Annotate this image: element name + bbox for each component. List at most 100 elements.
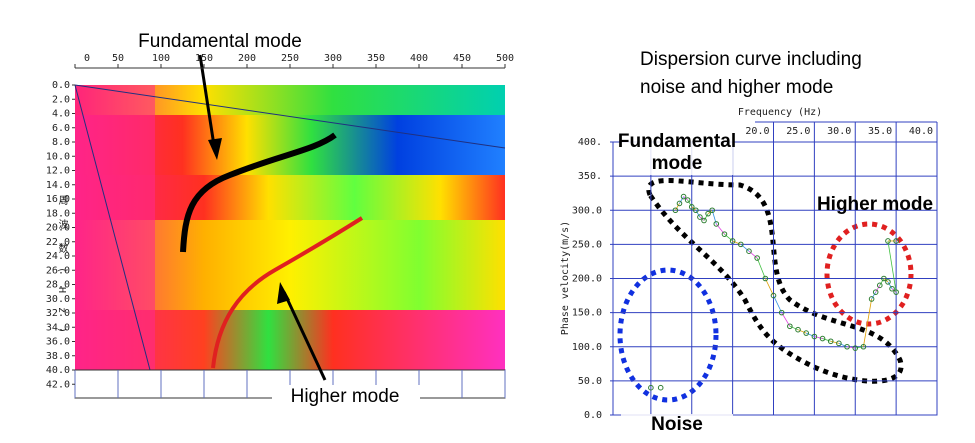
y-tick-label: 10.0	[46, 151, 70, 162]
data-point	[770, 292, 777, 299]
y-axis-label: Phase velocity(m/s)	[560, 221, 571, 335]
x-tick-label: 400	[410, 53, 428, 64]
data-point	[746, 248, 752, 254]
data-point	[672, 207, 679, 214]
connector	[789, 325, 799, 331]
connector	[863, 298, 872, 347]
data-point	[827, 338, 834, 345]
y-tick-label: 38.0	[46, 351, 70, 362]
data-point	[738, 241, 744, 248]
connector	[740, 244, 750, 252]
y-tick-label: 0.0	[584, 410, 602, 421]
connector	[748, 250, 758, 259]
connector	[814, 336, 823, 339]
annotation: Fundamental	[618, 131, 736, 152]
connector	[871, 291, 877, 300]
data-point	[852, 345, 859, 351]
data-point	[697, 214, 703, 220]
data-point	[676, 200, 683, 207]
x-tick-label: 50	[112, 53, 124, 64]
y-tick-label: 34.0	[46, 322, 70, 333]
y-tick-label: 300.0	[572, 205, 602, 216]
x-tick-label: 30.0	[827, 126, 851, 137]
data-point	[713, 221, 720, 227]
y-tick-label: 20.0	[46, 223, 70, 234]
data-point	[657, 384, 664, 391]
annotation: Noise	[651, 414, 703, 435]
connector	[847, 346, 856, 349]
data-point	[885, 279, 891, 285]
connector	[773, 295, 783, 313]
x-tick-label: 450	[453, 53, 471, 64]
connector	[732, 240, 741, 245]
x-tick-label: 40.0	[909, 126, 933, 137]
annotation: Higher mode	[291, 386, 400, 407]
x-tick-label: 300	[324, 53, 342, 64]
connector	[806, 332, 815, 337]
connector	[764, 278, 774, 296]
annotation-bg	[272, 385, 420, 409]
data-point	[803, 330, 810, 336]
x-tick-label: 250	[281, 53, 299, 64]
y-tick-label: 6.0	[52, 123, 70, 134]
y-axis-label: 周波数(Hz)	[56, 195, 68, 347]
data-point	[860, 343, 867, 350]
data-point	[762, 275, 769, 282]
annotation: Higher mode	[817, 194, 933, 215]
connector	[830, 340, 839, 344]
x-tick-label: 25.0	[786, 126, 810, 137]
y-tick-label: 0.0	[52, 80, 70, 91]
data-point	[648, 384, 654, 391]
y-tick-label: 100.0	[572, 342, 602, 353]
connector	[797, 329, 807, 334]
y-tick-label: 26.0	[46, 265, 70, 276]
data-point	[705, 210, 711, 217]
data-point	[754, 255, 760, 261]
data-point	[876, 282, 883, 289]
connector	[879, 278, 885, 286]
connector	[887, 240, 897, 293]
data-point	[872, 289, 879, 295]
data-point	[787, 323, 793, 330]
x-tick-label: 35.0	[868, 126, 892, 137]
data-point	[868, 296, 875, 302]
y-tick-label: 2.0	[52, 94, 70, 105]
y-tick-label: 50.0	[578, 376, 602, 387]
data-point	[709, 207, 715, 214]
connector	[675, 203, 680, 211]
y-tick-label: 22.0	[46, 237, 70, 248]
y-tick-label: 8.0	[52, 137, 70, 148]
connector	[822, 338, 831, 342]
annotation-bg	[621, 414, 733, 436]
y-tick-label: 24.0	[46, 251, 70, 262]
data-point	[693, 207, 699, 214]
chart-title: Dispersion curve including	[640, 49, 862, 70]
x-tick-label: 0	[84, 53, 90, 64]
data-point	[844, 343, 850, 350]
y-tick-label: 150.0	[572, 308, 602, 319]
data-point	[893, 238, 899, 244]
x-tick-label: 100	[152, 53, 170, 64]
y-tick-label: 16.0	[46, 194, 70, 205]
x-tick-label: 500	[496, 53, 514, 64]
annotation: Fundamental mode	[138, 31, 302, 52]
data-point	[893, 289, 899, 295]
x-tick-label: 150	[195, 53, 213, 64]
annotation-bg	[621, 153, 733, 175]
data-point	[881, 275, 887, 282]
y-tick-label: 18.0	[46, 208, 70, 219]
connector	[687, 199, 693, 208]
annotation-bg	[621, 131, 733, 153]
y-tick-label: 36.0	[46, 337, 70, 348]
connector	[695, 210, 701, 218]
connector	[679, 196, 684, 204]
y-tick-label: 14.0	[46, 180, 70, 191]
data-point	[885, 238, 891, 244]
chart-title: noise and higher mode	[640, 77, 833, 98]
y-tick-label: 200.0	[572, 274, 602, 285]
y-tick-label: 400.	[578, 137, 602, 148]
connector	[855, 346, 864, 349]
x-tick-label: 20.0	[745, 126, 769, 137]
data-point	[836, 340, 842, 347]
